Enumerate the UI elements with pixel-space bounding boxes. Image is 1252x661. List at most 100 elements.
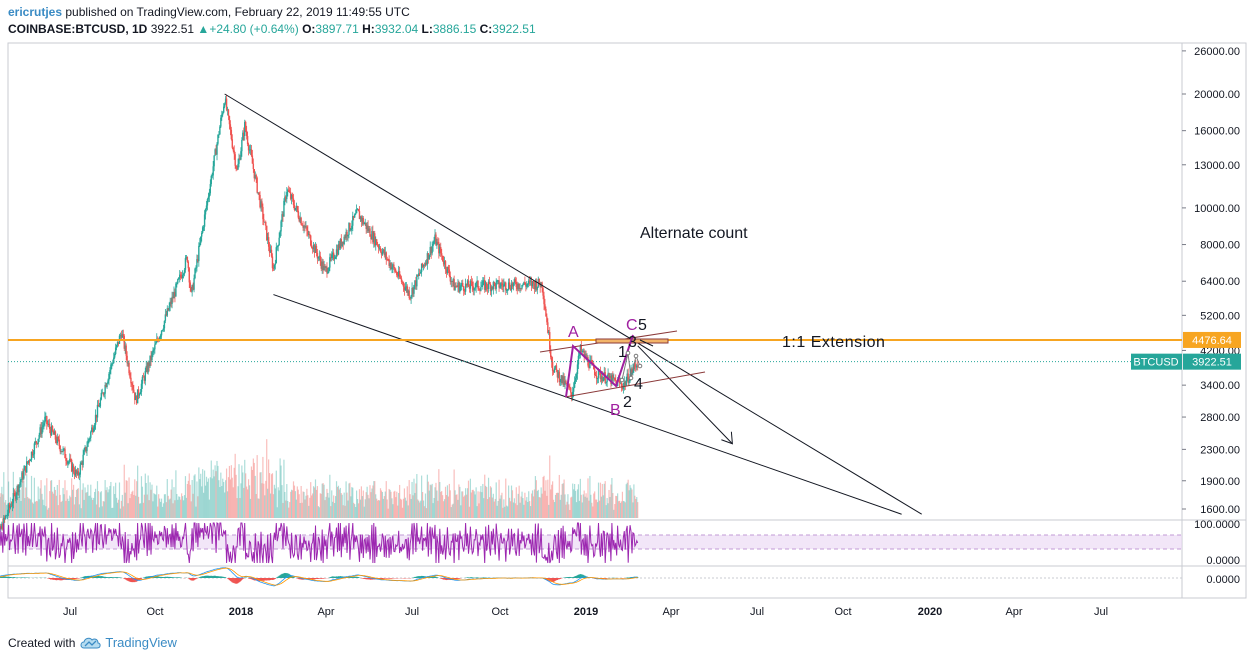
volume-bar — [487, 477, 490, 518]
macd-hist-bar — [322, 578, 324, 579]
volume-bar — [506, 505, 508, 518]
volume-bar — [248, 485, 251, 518]
candle-body — [451, 281, 453, 283]
volume-bar — [121, 494, 123, 518]
macd-hist-bar — [118, 577, 121, 578]
candle-body — [623, 381, 626, 386]
volume-bar — [411, 481, 413, 518]
candle-body — [165, 314, 168, 316]
volume-bar — [458, 484, 460, 518]
candle-body — [588, 365, 590, 369]
volume-bar — [5, 500, 7, 518]
candle-body — [332, 252, 334, 255]
volume-bar — [538, 497, 540, 518]
candle-body — [349, 223, 351, 231]
macd-hist-bar — [437, 577, 439, 578]
macd-hist-bar — [126, 578, 128, 581]
candle-body — [16, 486, 18, 495]
macd-hist-bar — [157, 576, 159, 578]
macd-hist-bar — [381, 578, 384, 580]
candle-body — [449, 275, 452, 282]
volume-bar — [424, 493, 427, 518]
macd-hist-bar — [151, 576, 153, 578]
volume-bar — [55, 495, 57, 518]
candle-body — [280, 221, 282, 232]
candle-body — [594, 375, 597, 376]
candle-body — [229, 124, 232, 130]
macd-hist-bar — [224, 577, 226, 578]
volume-bar — [335, 481, 338, 518]
author-link[interactable]: ericrutjes — [8, 5, 63, 19]
candle-body — [388, 259, 390, 266]
candle-body — [530, 280, 533, 287]
macd-hist-bar — [446, 578, 449, 580]
volume-bar — [217, 465, 219, 518]
candle-body — [238, 158, 240, 164]
candle-body — [429, 246, 431, 256]
published-text: published on TradingView.com, February 2… — [65, 5, 410, 19]
candle-body — [103, 393, 105, 395]
volume-bar — [608, 489, 610, 518]
candle-body — [550, 349, 552, 358]
tradingview-brand-link[interactable]: TradingView — [105, 635, 177, 650]
candle-body — [303, 226, 305, 228]
volume-bar — [220, 472, 222, 518]
volume-bar — [40, 480, 42, 518]
candle-body — [272, 268, 275, 269]
candle-body — [458, 282, 460, 292]
macd-hist-bar — [103, 576, 105, 578]
volume-bar — [300, 485, 302, 518]
candle-body — [347, 234, 349, 237]
volume-bar — [559, 499, 561, 518]
macd-hist-bar — [568, 577, 570, 578]
volume-bar — [431, 483, 433, 518]
volume-bar — [378, 499, 380, 518]
candle-body — [170, 301, 172, 305]
candle-body — [259, 194, 261, 208]
volume-bar — [65, 500, 67, 518]
candle-body — [556, 369, 559, 378]
volume-bar — [326, 488, 328, 518]
candle-body — [81, 462, 83, 465]
candle-body — [184, 258, 187, 270]
macd-hist-bar — [441, 578, 443, 579]
open-label: O: — [302, 22, 316, 36]
volume-bar — [364, 499, 366, 518]
volume-bar — [547, 479, 549, 518]
candle-body — [301, 224, 303, 226]
candle-body — [487, 281, 490, 289]
candle-body — [111, 363, 113, 365]
price-tick-label: 16000.00 — [1194, 126, 1240, 138]
macd-hist-bar — [55, 578, 57, 581]
drawings — [8, 93, 1182, 515]
volume-bar — [103, 501, 105, 518]
macd-hist-bar — [366, 578, 368, 580]
volume-bar — [505, 478, 507, 518]
macd-hist-bar — [365, 578, 367, 580]
candle-body — [198, 245, 200, 262]
volume-bar — [443, 499, 446, 518]
wave-label-3: 3 — [628, 334, 637, 351]
volume-bar — [610, 484, 612, 518]
volume-bar — [268, 473, 271, 518]
macd-hist-bar — [209, 575, 211, 578]
candle-body — [135, 396, 138, 404]
volume-bar — [265, 480, 267, 518]
macd-hist-bar — [317, 578, 319, 579]
volume-bar — [423, 506, 426, 518]
candle-body — [356, 209, 359, 210]
candle-body — [453, 279, 455, 291]
macd-hist-bar — [203, 575, 206, 578]
candle-body — [317, 257, 320, 259]
candle-body — [93, 424, 96, 429]
channel-lower-line — [564, 371, 706, 398]
time-axis: Jul Oct 2018 Apr Jul Oct 2019 Apr Jul Oct 2020 Apr J… — [63, 606, 1108, 618]
candle-body — [246, 136, 249, 145]
macd-hist-bar — [119, 577, 122, 578]
volume-bar — [490, 487, 493, 518]
macd-hist-bar — [106, 577, 108, 578]
volume-bar — [339, 487, 341, 518]
candle-body — [462, 286, 465, 291]
volume-bar — [214, 465, 216, 518]
